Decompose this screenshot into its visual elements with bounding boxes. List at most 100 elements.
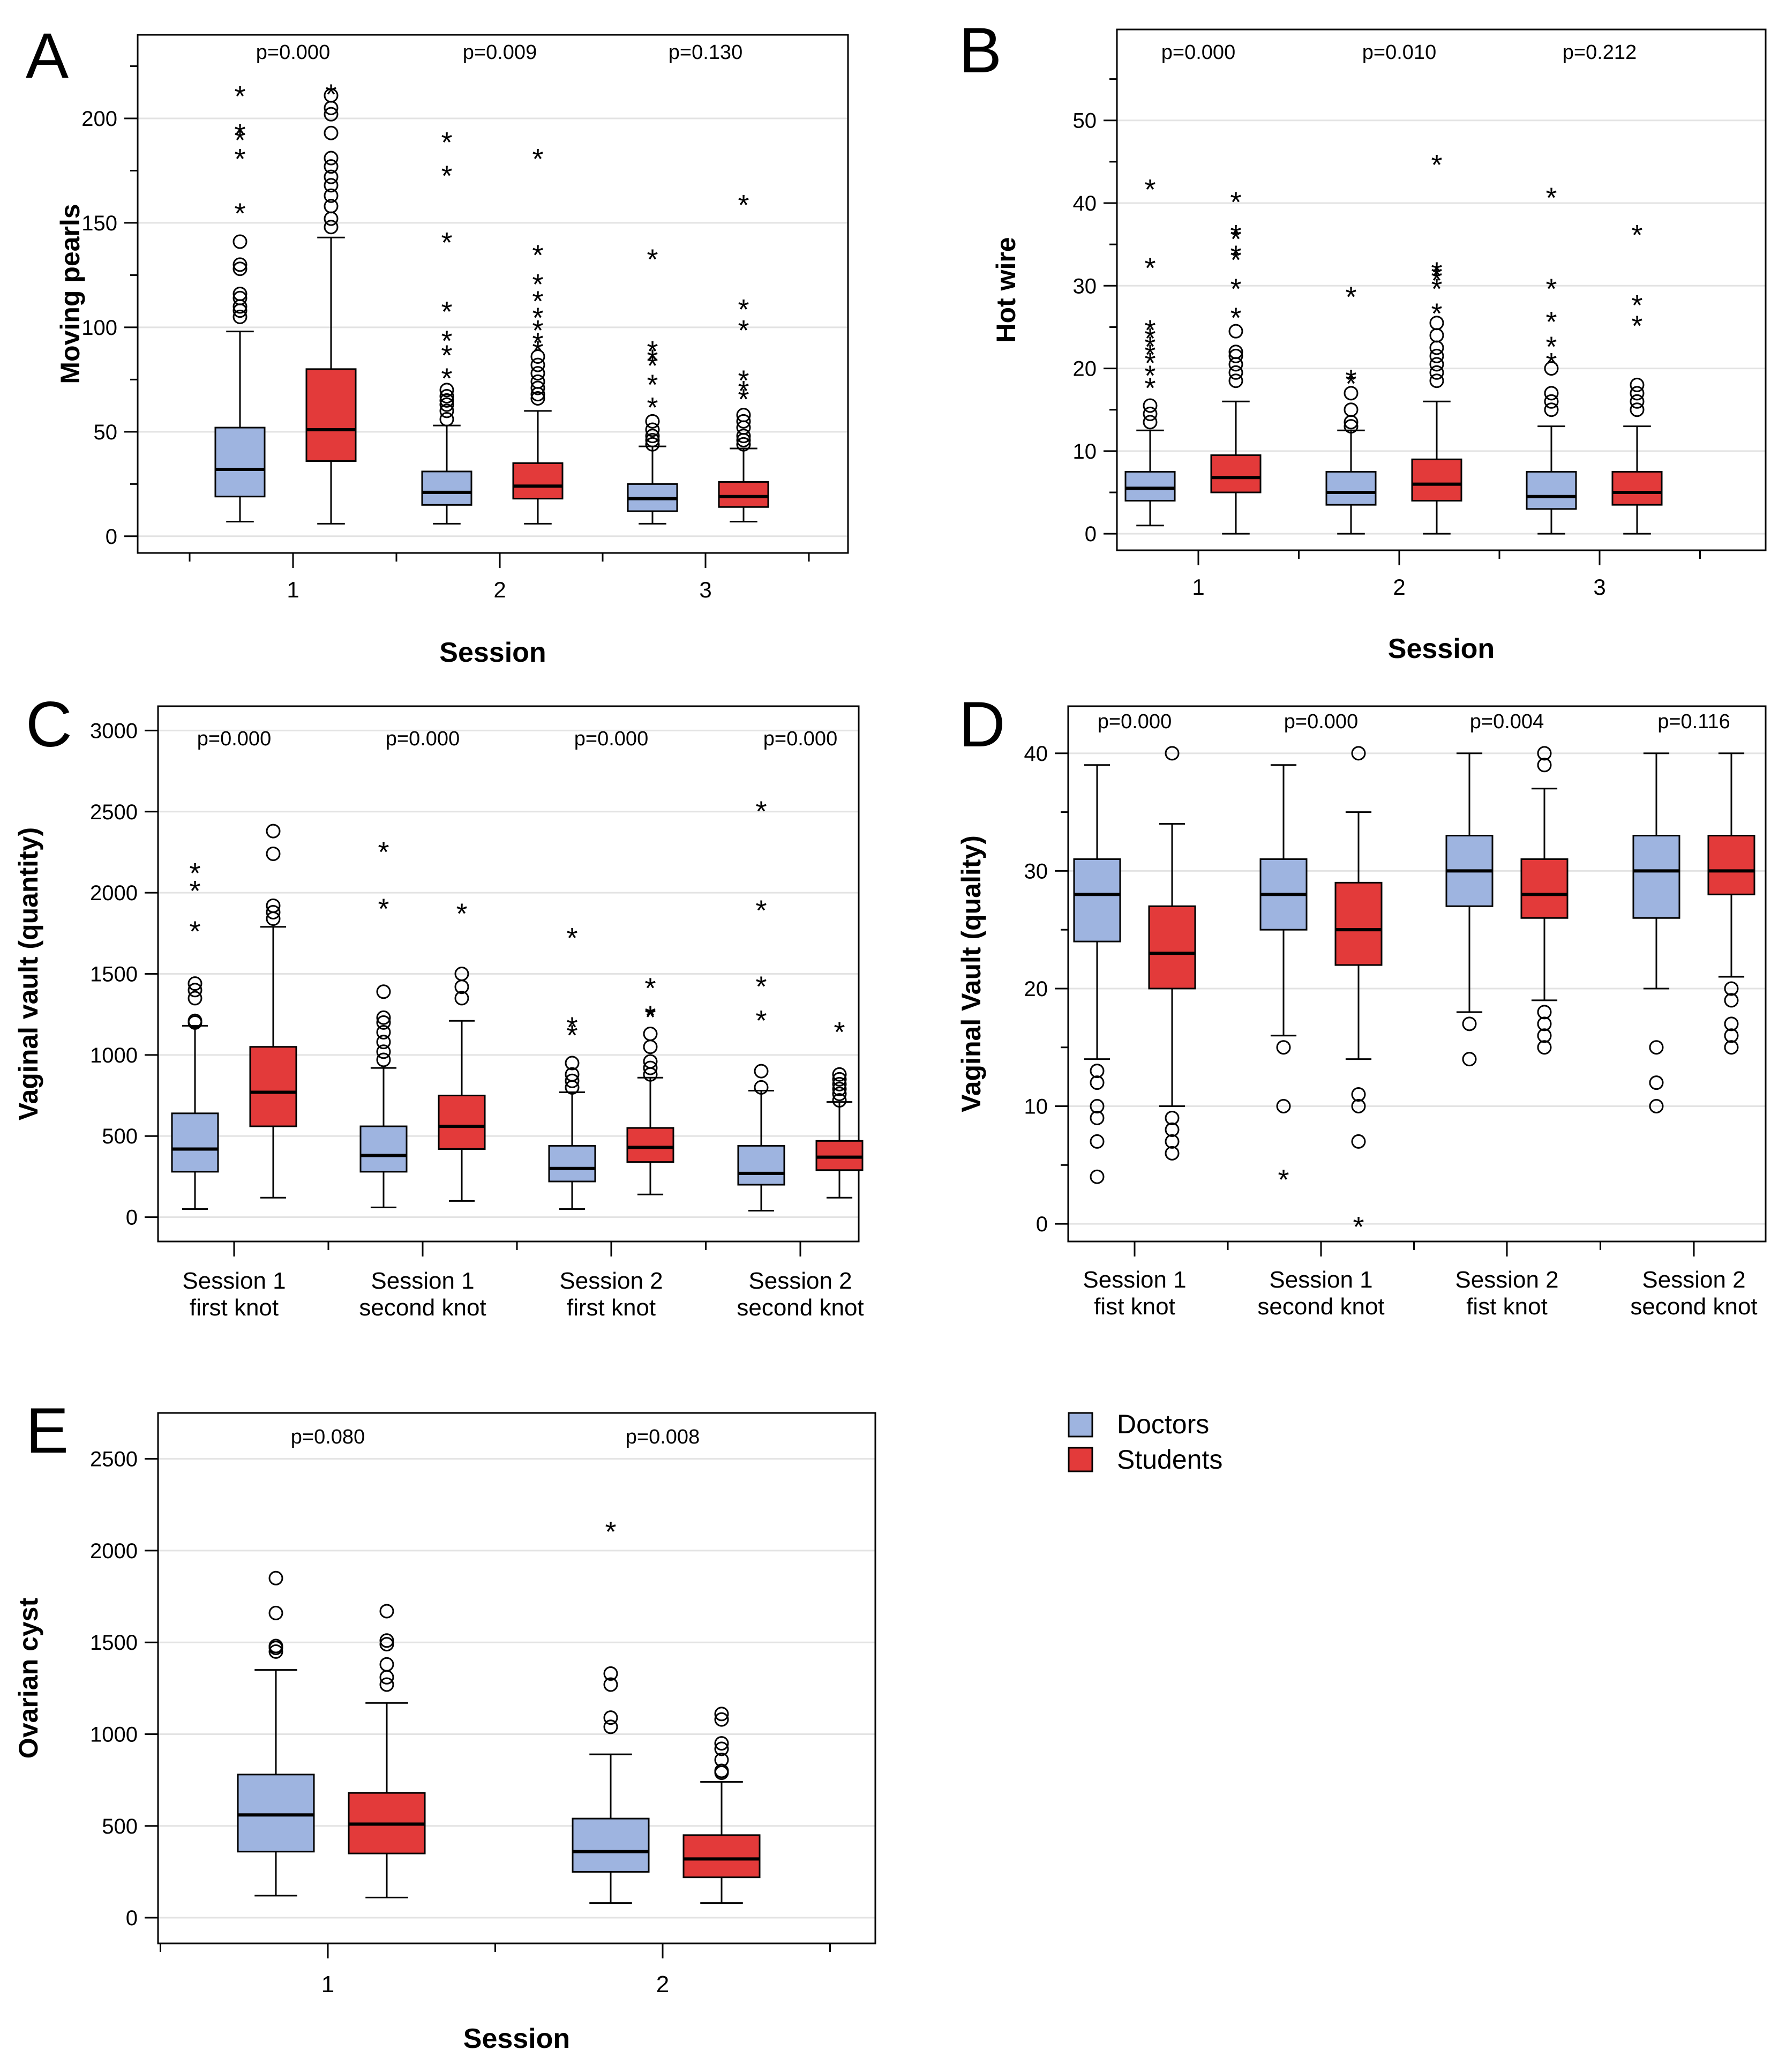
outlier-star: * <box>755 894 767 926</box>
outlier-star: * <box>325 78 336 110</box>
outlier-circle <box>1429 357 1444 372</box>
legend-label-doctors: Doctors <box>1117 1409 1209 1439</box>
panel-c: C 0 500 1000 1500 2000 2500 3000 Vaginal vault (… <box>13 689 864 1321</box>
outlier-circle <box>268 1639 283 1654</box>
outlier-circle <box>645 422 660 437</box>
p-value-label: p=0.000 <box>1284 710 1358 733</box>
doctors-box-group: *** <box>1325 281 1377 535</box>
box <box>1334 881 1383 966</box>
outlier-circle <box>1630 394 1645 409</box>
outlier-star: * <box>738 294 749 326</box>
outlier-circle <box>1090 1134 1105 1149</box>
x-tick-label: fist knot <box>1466 1293 1548 1320</box>
x-tick-label: first knot <box>190 1295 279 1321</box>
outlier-star: * <box>532 302 543 334</box>
outlier-circle <box>1630 402 1645 417</box>
box <box>214 427 266 498</box>
p-value-label: p=0.000 <box>1098 710 1172 733</box>
box <box>171 1112 219 1173</box>
outlier-circle <box>439 397 454 412</box>
outlier-star: * <box>738 384 749 416</box>
box <box>512 462 564 500</box>
outlier-circle <box>187 991 202 1006</box>
outlier-star: * <box>532 240 543 272</box>
outlier-circle <box>324 220 339 235</box>
p-value-label: p=0.000 <box>763 728 837 750</box>
outlier-circle <box>1630 386 1645 401</box>
outlier-circle <box>439 389 454 404</box>
doctors-box-group: * <box>1259 764 1308 1196</box>
plot-frame <box>157 705 860 1243</box>
outlier-circle <box>1090 1099 1105 1114</box>
outlier-circle <box>1544 394 1559 409</box>
legend-swatch-students <box>1068 1447 1093 1472</box>
x-tick-label: Session 1 <box>1269 1267 1372 1293</box>
x-tick-label: 1 <box>321 1971 334 1998</box>
outlier-star: * <box>1431 298 1442 330</box>
doctors-box-group <box>1073 764 1121 1184</box>
box <box>1611 470 1663 506</box>
outlier-star: * <box>738 189 749 221</box>
panel-d: D 0 10 20 30 40 Vaginal Vault (quality) Session… <box>956 689 1767 1320</box>
outlier-circle <box>232 309 247 324</box>
outlier-circle <box>530 349 545 364</box>
outlier-star: * <box>1230 219 1241 251</box>
outlier-star: * <box>189 857 200 889</box>
outlier-circle <box>1537 1028 1552 1043</box>
outlier-star: * <box>1631 310 1642 342</box>
plot-frame <box>137 34 849 554</box>
outlier-circle <box>1649 1099 1664 1114</box>
outlier-star: * <box>647 392 658 424</box>
outlier-star: * <box>1545 273 1557 305</box>
outlier-circle <box>714 1712 729 1727</box>
p-value-label: p=0.080 <box>291 1426 365 1448</box>
box <box>718 481 769 508</box>
p-value-label: p=0.010 <box>1362 41 1436 64</box>
x-tick-label: 2 <box>493 577 506 602</box>
outlier-circle <box>645 429 660 444</box>
outlier-circle <box>379 1657 394 1672</box>
panel-letter: A <box>26 20 69 92</box>
outlier-star: * <box>738 315 749 347</box>
outlier-circle <box>832 1076 847 1091</box>
outlier-circle <box>1462 1052 1477 1067</box>
p-value-label: p=0.000 <box>574 728 648 750</box>
outlier-circle <box>439 403 454 418</box>
y-tick-label: 30 <box>1024 859 1048 883</box>
students-box-group <box>1148 746 1196 1161</box>
y-tick-label: 150 <box>81 212 117 235</box>
outlier-circle <box>603 1719 618 1734</box>
outlier-star: * <box>1144 331 1155 363</box>
p-value-label: p=0.116 <box>1657 710 1730 733</box>
students-box-group: ******** <box>512 143 564 525</box>
outlier-star: * <box>1230 240 1241 272</box>
plot-frame <box>157 1412 876 1944</box>
outlier-star: * <box>234 80 245 113</box>
outlier-circle <box>324 88 339 103</box>
y-tick-label: 500 <box>102 1815 138 1838</box>
outlier-star: * <box>647 369 658 401</box>
outlier-star: * <box>644 1000 656 1032</box>
panel-letter: D <box>959 689 1005 760</box>
outlier-circle <box>379 1637 394 1652</box>
outlier-star: * <box>1144 323 1155 355</box>
students-box-group: * <box>1334 746 1383 1243</box>
outlier-circle <box>1090 1075 1105 1090</box>
box <box>1632 835 1680 919</box>
box <box>421 470 472 506</box>
outlier-circle <box>1344 419 1359 434</box>
outlier-circle <box>714 1741 729 1756</box>
outlier-circle <box>268 1570 283 1585</box>
y-tick-label: 0 <box>126 1206 138 1230</box>
outlier-circle <box>1462 1016 1477 1031</box>
outlier-circle <box>379 1670 394 1685</box>
p-value-label: p=0.008 <box>626 1426 700 1448</box>
outlier-circle <box>1228 345 1243 360</box>
students-box-group <box>1520 746 1569 1055</box>
y-tick-label: 3000 <box>90 719 138 743</box>
outlier-circle <box>603 1677 618 1692</box>
outlier-circle <box>736 414 751 429</box>
y-tick-label: 100 <box>81 316 117 340</box>
outlier-star: * <box>1345 368 1356 400</box>
y-axis-label: Vaginal vault (quantity) <box>13 827 43 1120</box>
